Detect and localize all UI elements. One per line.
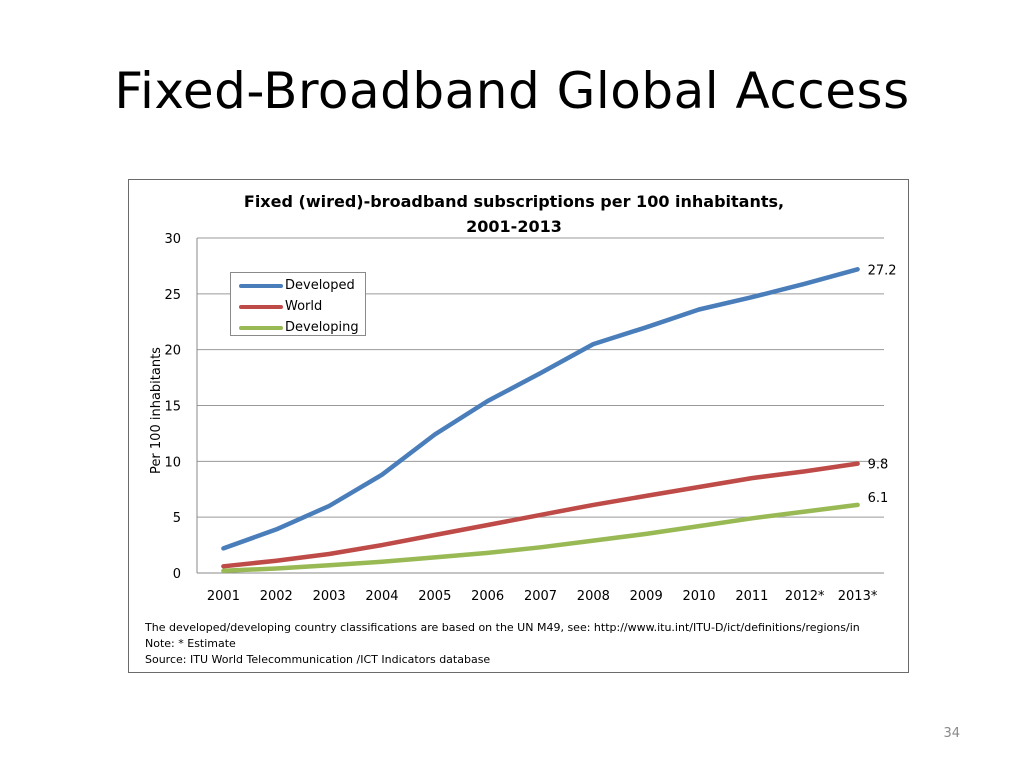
end-value-label-world: 9.8	[868, 458, 889, 473]
x-tick-label-2006: 2006	[471, 589, 504, 604]
y-tick-label-30: 30	[164, 232, 181, 247]
slide-title: Fixed-Broadband Global Access	[114, 62, 910, 120]
note-estimate: Note: * Estimate	[145, 637, 236, 650]
x-tick-label-2007: 2007	[524, 589, 557, 604]
x-tick-label-2008: 2008	[577, 589, 610, 604]
y-tick-label-5: 5	[173, 511, 181, 526]
line-chart: 0 5 10 15 20 25 30 2001 2002 2003 2004 2005 2006 2007…	[149, 232, 897, 604]
x-tick-label-2004: 2004	[365, 589, 398, 604]
legend-item-developed: Developed	[231, 275, 365, 296]
page-number: 34	[943, 726, 960, 741]
chart-container: Fixed (wired)-broadband subscriptions pe…	[128, 179, 909, 673]
y-tick-label-20: 20	[164, 344, 181, 359]
x-tick-label-2003: 2003	[313, 589, 346, 604]
legend-label-developing: Developing	[285, 320, 359, 335]
legend-swatch-developed	[239, 283, 283, 288]
note-classification: The developed/developing country classif…	[145, 621, 860, 634]
note-source: Source: ITU World Telecommunication /ICT…	[145, 653, 491, 666]
legend-swatch-developing	[239, 325, 283, 330]
x-tick-label-2012-est: 2012*	[785, 589, 825, 604]
x-tick-label-2013-est: 2013*	[838, 589, 878, 604]
series-line-developed	[221, 267, 860, 551]
y-tick-label-0: 0	[173, 567, 181, 582]
legend-label-world: World	[285, 299, 323, 314]
chart-title-line-2: 2001-2013	[466, 217, 562, 236]
chart-legend: Developed World Developing	[230, 272, 366, 336]
y-tick-label-15: 15	[164, 400, 181, 415]
legend-item-world: World	[231, 296, 365, 317]
y-tick-label-25: 25	[164, 288, 181, 303]
legend-item-developing: Developing	[231, 317, 365, 338]
chart-title: Fixed (wired)-broadband subscriptions pe…	[129, 189, 899, 239]
end-value-label-developing: 6.1	[868, 491, 889, 506]
legend-swatch-world	[239, 304, 283, 309]
x-tick-label-2009: 2009	[630, 589, 663, 604]
end-value-label-developed: 27.2	[868, 263, 897, 278]
chart-notes: The developed/developing country classif…	[145, 620, 908, 668]
x-tick-label-2002: 2002	[260, 589, 293, 604]
y-tick-label-10: 10	[164, 455, 181, 470]
x-tick-label-2001: 2001	[207, 589, 240, 604]
x-tick-label-2005: 2005	[418, 589, 451, 604]
y-axis-title: Per 100 inhabitants	[149, 347, 164, 474]
x-tick-label-2010: 2010	[682, 589, 715, 604]
series-line-world	[221, 461, 860, 569]
series-line-developing	[221, 502, 860, 574]
chart-title-line-1: Fixed (wired)-broadband subscriptions pe…	[243, 192, 785, 211]
x-tick-label-2011: 2011	[735, 589, 768, 604]
legend-label-developed: Developed	[285, 278, 355, 293]
